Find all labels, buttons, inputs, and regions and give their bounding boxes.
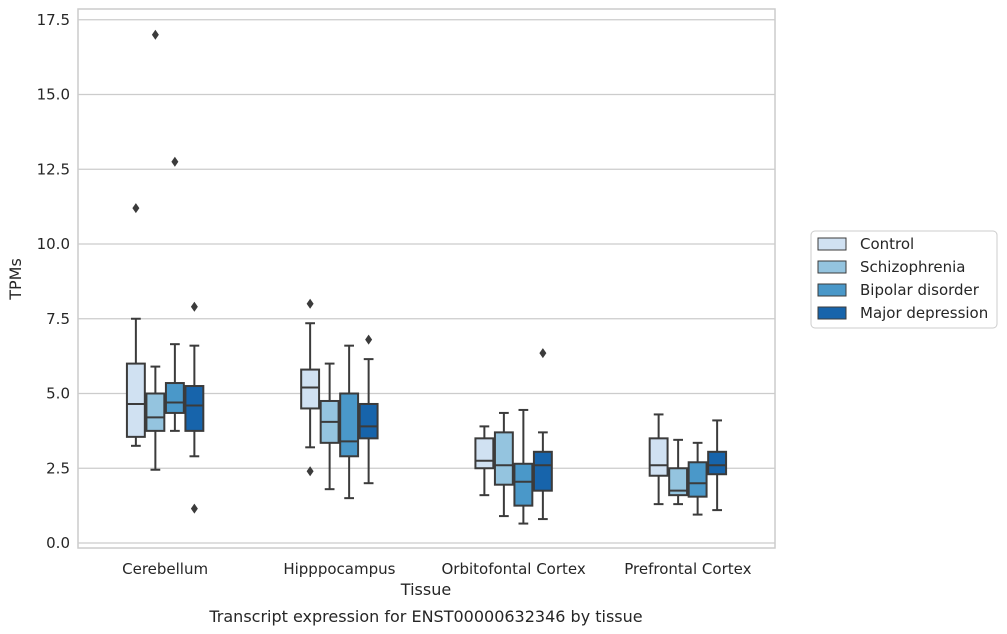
- box-iqr: [493, 431, 514, 486]
- box-hipppocampus-control: [300, 298, 321, 477]
- legend-swatch: [817, 260, 847, 274]
- box-orbitofontal-cortex-bipolar-disorder: [513, 408, 534, 525]
- outlier-point: [306, 298, 314, 309]
- x-tick-label: Prefrontal Cortex: [624, 560, 751, 578]
- y-tick-label: 7.5: [46, 310, 70, 328]
- box-iqr: [474, 437, 495, 470]
- box-iqr: [164, 382, 185, 414]
- outlier-point: [132, 203, 140, 214]
- x-tick-labels: Cerebellum Hipppocampus Orbitofontal Corte…: [122, 560, 751, 578]
- box-plots: [125, 29, 728, 525]
- box-hipppocampus-schizophrenia: [319, 362, 340, 491]
- legend-label: Schizophrenia: [860, 258, 965, 276]
- outlier-point: [306, 466, 314, 477]
- y-tick-label: 10.0: [37, 235, 70, 253]
- box-iqr: [184, 385, 205, 432]
- chart-caption: Transcript expression for ENST0000063234…: [208, 607, 642, 626]
- x-tick-label: Cerebellum: [122, 560, 208, 578]
- legend-label: Bipolar disorder: [860, 281, 980, 299]
- box-cerebellum-bipolar-disorder: [164, 156, 185, 432]
- box-orbitofontal-cortex-major-depression: [532, 348, 553, 521]
- box-cerebellum-schizophrenia: [145, 29, 166, 471]
- outlier-point: [365, 334, 373, 345]
- outlier-point: [151, 29, 159, 40]
- legend: Control Schizophrenia Bipolar disorder Majo…: [810, 230, 998, 329]
- plot-frame: [77, 8, 776, 549]
- x-tick-label: Hipppocampus: [283, 560, 395, 578]
- box-orbitofontal-cortex-control: [474, 425, 495, 497]
- y-axis-label: TPMs: [6, 258, 25, 301]
- box-hipppocampus-major-depression: [358, 334, 379, 485]
- x-axis-label: Tissue: [400, 580, 451, 599]
- legend-swatch: [817, 237, 847, 251]
- box-cerebellum-major-depression: [184, 301, 205, 514]
- x-tick-label: Orbitofontal Cortex: [442, 560, 586, 578]
- box-iqr: [532, 450, 553, 492]
- box-iqr: [125, 362, 146, 438]
- y-tick-label: 0.0: [46, 534, 70, 552]
- y-tick-label: 15.0: [37, 86, 70, 104]
- y-tick-label: 5.0: [46, 385, 70, 403]
- legend-label: Control: [860, 235, 914, 253]
- box-iqr: [300, 368, 321, 410]
- box-iqr: [358, 402, 379, 440]
- y-tick-label: 12.5: [37, 160, 70, 178]
- legend-frame: [810, 230, 998, 329]
- y-tick-labels: 0.0 2.5 5.0 7.5 10.0 12.5 15.0 17.5: [37, 11, 70, 552]
- box-prefrontal-cortex-schizophrenia: [668, 438, 689, 506]
- outlier-point: [171, 156, 179, 167]
- box-iqr: [513, 462, 534, 507]
- box-iqr: [339, 392, 360, 458]
- grid-lines: [78, 19, 775, 544]
- box-iqr: [648, 437, 669, 477]
- y-tick-label: 2.5: [46, 459, 70, 477]
- box-iqr: [668, 467, 689, 497]
- box-prefrontal-cortex-control: [648, 413, 669, 506]
- outlier-point: [190, 503, 198, 514]
- box-prefrontal-cortex-bipolar-disorder: [687, 441, 708, 516]
- box-iqr: [687, 461, 708, 498]
- box-iqr: [707, 450, 728, 476]
- box-hipppocampus-bipolar-disorder: [339, 344, 360, 500]
- outlier-point: [190, 301, 198, 312]
- box-prefrontal-cortex-major-depression: [707, 419, 728, 512]
- box-orbitofontal-cortex-schizophrenia: [493, 411, 514, 518]
- legend-swatch: [817, 283, 847, 297]
- legend-swatch: [817, 306, 847, 320]
- legend-label: Major depression: [860, 304, 988, 322]
- y-tick-label: 17.5: [37, 11, 70, 29]
- plot-border: [77, 8, 776, 549]
- box-cerebellum-control: [125, 203, 146, 447]
- box-iqr: [145, 392, 166, 432]
- outlier-point: [539, 348, 547, 359]
